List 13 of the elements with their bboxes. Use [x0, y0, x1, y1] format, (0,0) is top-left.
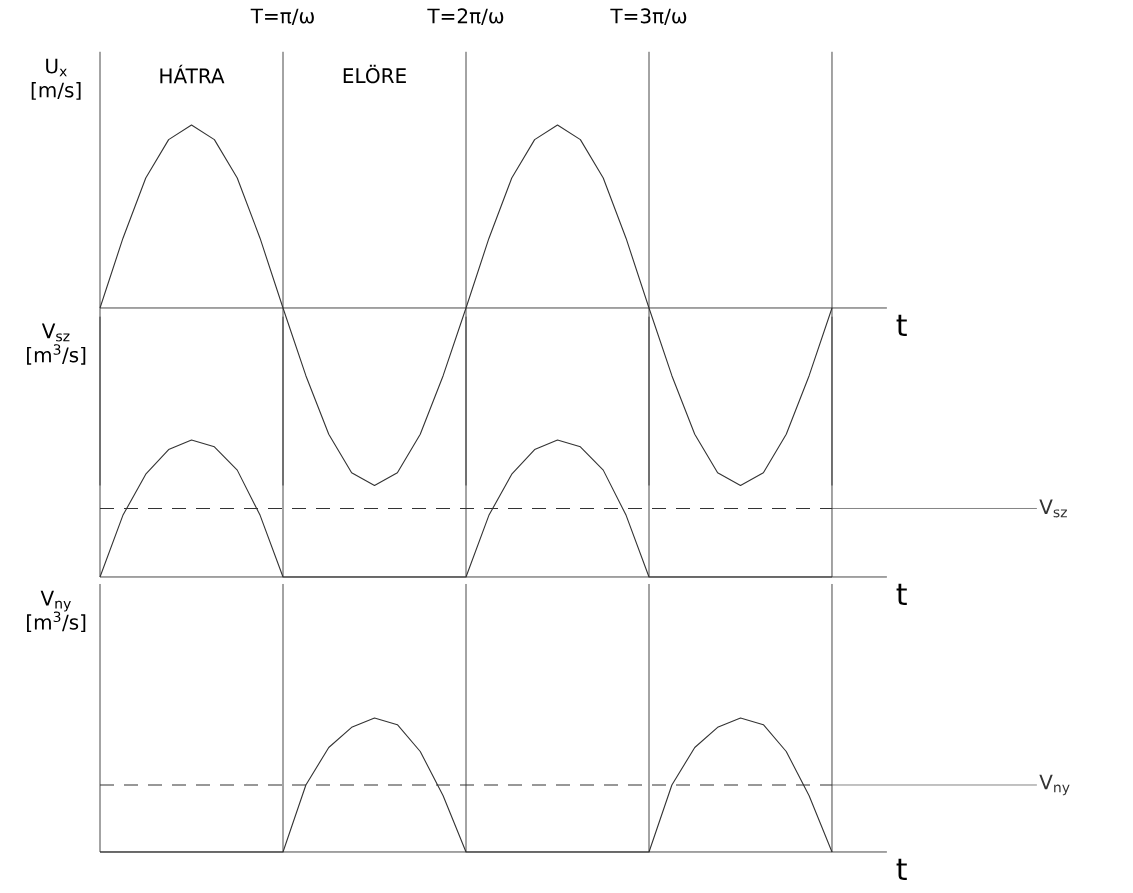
- x-tick-label: T=π/ω: [250, 8, 314, 26]
- y-axis-title: V$_{sz}$ [m$^{3}$/s]: [27, 323, 86, 365]
- x-tick-label: T=3π/ω: [610, 8, 687, 26]
- y-axis-title: U$_{x}$ [m/s]: [31, 58, 81, 100]
- ref-line-label: V$_{ny}$: [1039, 774, 1070, 796]
- x-axis-title: t: [896, 314, 907, 336]
- x-axis-title: t: [896, 583, 907, 605]
- x-axis-title: t: [896, 858, 907, 880]
- ref-line-label: V$_{sz}$: [1039, 499, 1067, 518]
- y-axis-title: V$_{ny}$ [m$^{3}$/s]: [27, 590, 86, 633]
- text: HÁTRA: [160, 64, 225, 84]
- text: ELÖRE: [343, 64, 406, 84]
- x-tick-label: T=2π/ω: [427, 8, 504, 26]
